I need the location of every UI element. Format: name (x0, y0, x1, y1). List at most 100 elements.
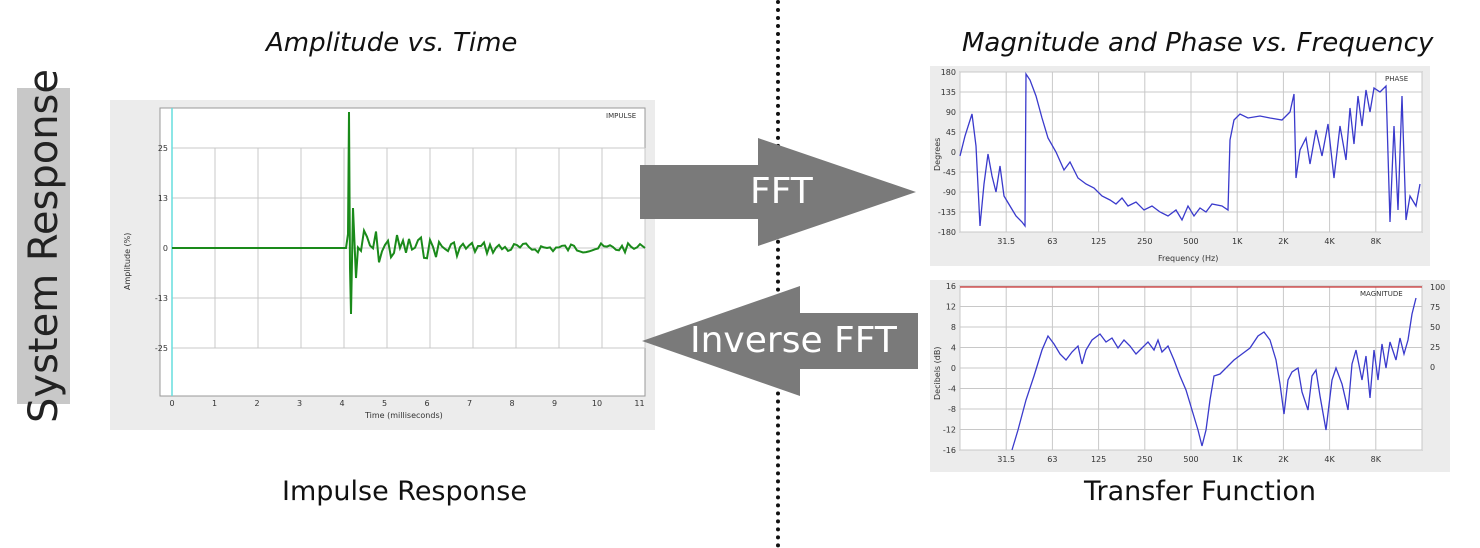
phase-x-ticks: 31.5 63 125 250 500 1K 2K 4K 8K (997, 237, 1381, 246)
magnitude-right-tick-label: 75 (1430, 303, 1440, 312)
phase-x-tick-label: 31.5 (997, 237, 1015, 246)
impulse-x-tick-label: 8 (509, 399, 514, 408)
inverse-fft-label: Inverse FFT (690, 320, 897, 361)
phase-x-label: Frequency (Hz) (1158, 254, 1218, 263)
impulse-x-tick-label: 10 (592, 399, 602, 408)
phase-y-tick-label: -90 (943, 188, 956, 197)
phase-y-tick-label: -135 (938, 208, 956, 217)
impulse-x-tick-label: 5 (382, 399, 387, 408)
fft-arrow (640, 138, 920, 246)
magnitude-y-tick-label: 0 (951, 364, 956, 373)
phase-x-tick-label: 63 (1047, 237, 1057, 246)
inverse-fft-arrow (642, 286, 922, 396)
magnitude-right-tick-label: 25 (1430, 343, 1440, 352)
fft-arrow-polygon (640, 138, 916, 246)
magnitude-trace (1011, 297, 1417, 451)
impulse-x-tick-label: 0 (169, 399, 174, 408)
magnitude-grid (959, 285, 1423, 451)
magnitude-y-tick-label: 12 (946, 303, 956, 312)
phase-x-tick-label: 8K (1371, 237, 1382, 246)
inverse-fft-arrow-shape (642, 286, 918, 396)
magnitude-x-tick-label: 250 (1137, 455, 1152, 464)
magnitude-y-tick-label: 8 (951, 323, 956, 332)
impulse-chart-svg: IMPULSE 25 13 0 -13 -25 0 1 2 3 4 5 6 7 8 9 10 11 Ampli… (110, 100, 655, 430)
magnitude-x-tick-label: 8K (1371, 455, 1382, 464)
phase-x-tick-label: 4K (1324, 237, 1335, 246)
magnitude-right-tick-label: 100 (1430, 283, 1445, 292)
impulse-y-ticks: 25 13 0 -13 -25 (155, 144, 168, 353)
impulse-x-ticks: 0 1 2 3 4 5 6 7 8 9 10 11 (169, 399, 644, 408)
transfer-function-caption: Transfer Function (1084, 476, 1316, 507)
magnitude-y-ticks-right: 100 75 50 25 0 (1430, 283, 1445, 372)
impulse-x-tick-label: 9 (552, 399, 557, 408)
impulse-x-tick-label: 7 (467, 399, 472, 408)
impulse-chart: IMPULSE 25 13 0 -13 -25 0 1 2 3 4 5 6 7 8 9 10 11 Ampli… (110, 100, 655, 430)
magnitude-right-tick-label: 0 (1430, 363, 1435, 372)
phase-trace (959, 71, 1421, 228)
impulse-x-tick-label: 11 (634, 399, 644, 408)
phase-y-tick-label: 0 (951, 148, 956, 157)
magnitude-y-ticks: 16 12 8 4 0 -4 -8 -12 -16 (943, 282, 956, 455)
magnitude-x-tick-label: 31.5 (997, 455, 1015, 464)
magnitude-x-tick-label: 2K (1278, 455, 1289, 464)
phase-y-tick-label: -45 (943, 168, 956, 177)
magnitude-x-tick-label: 500 (1183, 455, 1198, 464)
impulse-x-tick-label: 6 (424, 399, 429, 408)
system-response-text: System Response (20, 69, 67, 423)
impulse-y-tick-label: 0 (163, 244, 168, 253)
impulse-response-caption: Impulse Response (282, 476, 527, 507)
magnitude-chart: MAGNITUDE 16 12 8 4 0 -4 -8 -12 -16 100 75 50 25 0 3… (930, 280, 1450, 472)
impulse-x-tick-label: 3 (297, 399, 302, 408)
phase-y-tick-label: -180 (938, 228, 956, 237)
magnitude-x-tick-label: 63 (1047, 455, 1057, 464)
magnitude-x-tick-label: 4K (1324, 455, 1335, 464)
impulse-x-tick-label: 1 (212, 399, 217, 408)
magnitude-x-ticks: 31.5 63 125 250 500 1K 2K 4K 8K (997, 455, 1381, 464)
magnitude-right-tick-label: 50 (1430, 323, 1440, 332)
phase-y-tick-label: 135 (941, 88, 956, 97)
fft-label: FFT (750, 171, 813, 212)
magnitude-x-tick-label: 125 (1091, 455, 1106, 464)
phase-x-tick-label: 125 (1091, 237, 1106, 246)
left-heading: Amplitude vs. Time (266, 28, 518, 58)
phase-x-tick-label: 250 (1137, 237, 1152, 246)
impulse-x-tick-label: 4 (339, 399, 344, 408)
phase-y-label: Degrees (933, 138, 942, 171)
impulse-x-tick-label: 2 (254, 399, 259, 408)
phase-y-tick-label: 45 (946, 128, 956, 137)
impulse-y-tick-label: 25 (158, 144, 168, 153)
impulse-x-label: Time (milliseconds) (364, 411, 443, 420)
impulse-panel-title: IMPULSE (606, 112, 636, 120)
phase-x-tick-label: 500 (1183, 237, 1198, 246)
phase-panel-title: PHASE (1385, 75, 1408, 83)
magnitude-panel-title: MAGNITUDE (1360, 290, 1403, 298)
phase-chart: PHASE 180 135 90 45 0 -45 -90 -135 -180 31.5 63 12… (930, 66, 1430, 266)
impulse-trace (172, 111, 646, 315)
impulse-y-label: Amplitude (%) (123, 233, 132, 290)
magnitude-y-tick-label: -8 (948, 405, 956, 414)
magnitude-y-tick-label: 4 (951, 344, 956, 353)
impulse-y-tick-label: -13 (155, 294, 168, 303)
magnitude-y-tick-label: -12 (943, 426, 956, 435)
phase-chart-svg: PHASE 180 135 90 45 0 -45 -90 -135 -180 31.5 63 12… (930, 66, 1430, 266)
magnitude-y-tick-label: 16 (946, 282, 956, 291)
impulse-plot-area (159, 107, 646, 397)
fft-arrow-shape (640, 138, 916, 246)
inverse-fft-arrow-polygon (642, 286, 918, 396)
center-divider (776, 0, 780, 548)
phase-x-tick-label: 2K (1278, 237, 1289, 246)
impulse-y-tick-label: 13 (158, 194, 168, 203)
impulse-y-tick-label: -25 (155, 344, 168, 353)
phase-y-tick-label: 90 (946, 108, 956, 117)
magnitude-y-tick-label: -16 (943, 446, 956, 455)
phase-y-tick-label: 180 (941, 68, 956, 77)
system-response-label: System Response (17, 69, 70, 423)
phase-y-ticks: 180 135 90 45 0 -45 -90 -135 -180 (938, 68, 956, 237)
right-heading: Magnitude and Phase vs. Frequency (962, 28, 1434, 58)
magnitude-y-label: Decibels (dB) (933, 347, 942, 400)
magnitude-x-tick-label: 1K (1232, 455, 1243, 464)
magnitude-y-tick-label: -4 (948, 385, 956, 394)
phase-grid (959, 71, 1423, 233)
phase-x-tick-label: 1K (1232, 237, 1243, 246)
